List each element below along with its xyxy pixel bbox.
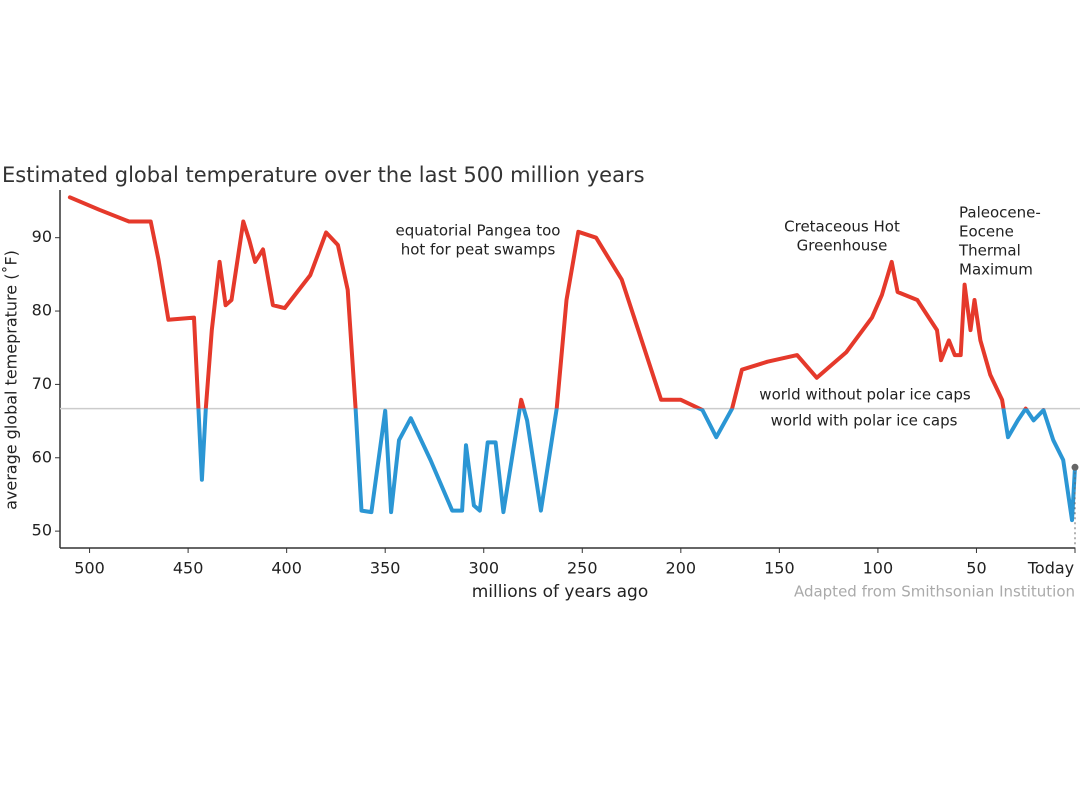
- threshold-label: world without polar ice caps: [759, 386, 971, 404]
- x-tick-label: 350: [370, 559, 401, 578]
- end-dot: [1071, 463, 1079, 471]
- x-tick-label: 450: [173, 559, 204, 578]
- annotation: Cretaceous Hot: [784, 218, 900, 236]
- x-axis-label: millions of years ago: [472, 582, 648, 602]
- annotation: Paleocene-: [959, 204, 1041, 222]
- temperature-line: [67, 195, 1077, 523]
- x-tick-label: 150: [764, 559, 795, 578]
- source: Adapted from Smithsonian Institution: [794, 583, 1075, 601]
- y-tick-label: 50: [32, 521, 52, 540]
- y-tick-label: 60: [32, 447, 52, 466]
- x-tick-label: 300: [468, 559, 499, 578]
- annotation: Maximum: [959, 261, 1033, 279]
- x-tick-label: 200: [666, 559, 697, 578]
- y-tick-label: 80: [32, 301, 52, 320]
- annotation: Thermal: [958, 242, 1021, 260]
- annotation: Greenhouse: [797, 237, 888, 255]
- x-tick-label: 100: [863, 559, 894, 578]
- threshold-label: world with polar ice caps: [771, 412, 958, 430]
- x-tick-label: 400: [271, 559, 302, 578]
- x-tick-label: 250: [567, 559, 598, 578]
- annotation: hot for peat swamps: [401, 241, 556, 259]
- y-tick-label: 70: [32, 374, 52, 393]
- annotation: equatorial Pangea too: [396, 222, 561, 240]
- y-tick-label: 90: [32, 227, 52, 246]
- x-tick-label: 50: [966, 559, 986, 578]
- x-tick-label: 500: [74, 559, 105, 578]
- y-axis-label: average global temeprature (˚F): [2, 250, 21, 510]
- chart-title: Estimated global temperature over the la…: [2, 163, 645, 187]
- x-tick-label: Today: [1027, 559, 1074, 578]
- annotation: Eocene: [959, 223, 1014, 241]
